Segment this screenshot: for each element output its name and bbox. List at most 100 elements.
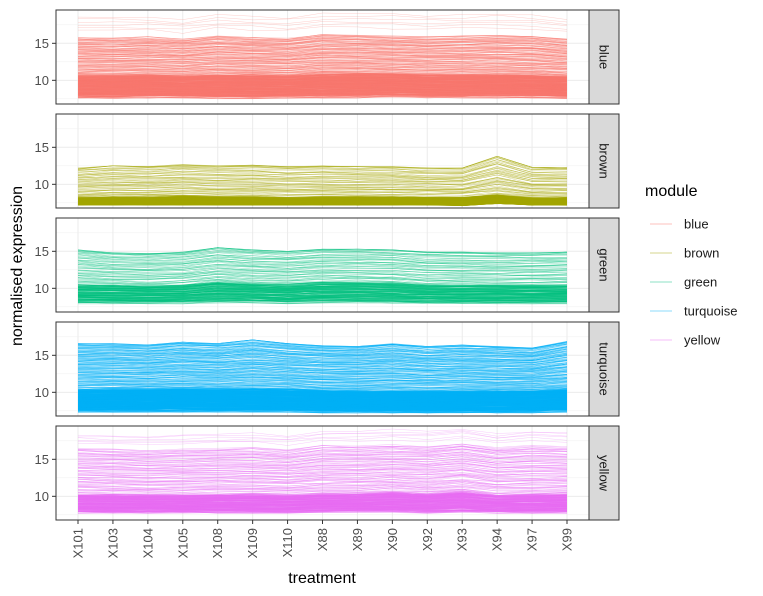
expression-trace <box>77 374 568 380</box>
expression-trace <box>77 376 568 381</box>
expression-trace <box>77 359 568 367</box>
expression-trace <box>77 410 568 414</box>
expression-trace <box>77 38 568 44</box>
expression-trace <box>77 360 568 366</box>
expression-trace <box>77 487 568 494</box>
expression-trace <box>77 184 568 192</box>
expression-trace <box>77 276 568 282</box>
expression-trace <box>78 357 568 365</box>
expression-trace <box>77 47 568 52</box>
expression-trace <box>77 55 568 60</box>
expression-trace <box>77 40 568 46</box>
expression-trace <box>77 339 568 349</box>
expression-trace <box>77 257 568 265</box>
expression-trace <box>77 453 568 462</box>
expression-trace <box>77 367 568 373</box>
expression-trace <box>77 166 568 177</box>
expression-trace <box>77 268 568 274</box>
y-tick-label: 15 <box>35 452 49 467</box>
expression-trace <box>77 384 568 389</box>
expression-trace <box>77 73 568 78</box>
expression-trace <box>77 473 568 479</box>
expression-trace <box>77 353 568 362</box>
expression-trace <box>77 268 568 276</box>
expression-trace <box>77 56 568 62</box>
expression-trace <box>77 199 568 206</box>
expression-trace <box>77 486 568 492</box>
expression-trace <box>77 349 568 358</box>
expression-trace <box>77 276 568 283</box>
expression-trace <box>77 376 568 383</box>
expression-trace <box>77 70 568 76</box>
expression-trace <box>77 378 568 384</box>
expression-trace <box>77 247 568 255</box>
expression-trace <box>77 173 568 183</box>
expression-trace <box>77 258 568 265</box>
expression-trace <box>78 54 568 60</box>
expression-trace <box>77 449 568 456</box>
expression-trace <box>77 356 568 364</box>
expression-trace <box>77 487 568 494</box>
expression-trace <box>77 366 568 371</box>
x-tick-label: X88 <box>315 528 330 551</box>
expression-trace <box>77 468 568 475</box>
expression-trace <box>77 270 568 276</box>
expression-trace <box>77 464 568 472</box>
expression-trace <box>77 39 568 45</box>
expression-trace <box>77 21 568 27</box>
expression-trace <box>77 345 568 355</box>
expression-trace <box>77 247 568 255</box>
expression-trace <box>77 68 568 73</box>
expression-trace <box>77 363 568 370</box>
expression-trace <box>77 467 568 474</box>
expression-trace <box>77 247 568 254</box>
expression-trace <box>77 490 568 496</box>
expression-trace <box>77 430 568 439</box>
expression-trace <box>77 346 568 355</box>
expression-trace <box>77 163 568 176</box>
expression-trace <box>77 265 568 271</box>
expression-trace <box>77 367 568 375</box>
expression-trace <box>77 348 568 355</box>
expression-trace <box>77 47 568 53</box>
expression-trace <box>77 385 568 392</box>
expression-trace <box>77 64 568 69</box>
expression-trace <box>77 374 568 380</box>
expression-trace <box>77 187 568 194</box>
x-tick-label: X94 <box>490 528 505 551</box>
x-tick-label: X105 <box>175 528 190 558</box>
expression-trace <box>77 250 568 257</box>
expression-trace <box>77 376 568 383</box>
expression-trace <box>77 340 568 349</box>
expression-trace <box>77 445 568 453</box>
expression-trace <box>77 61 568 68</box>
expression-trace <box>77 62 568 68</box>
expression-trace <box>77 339 568 349</box>
expression-trace <box>77 166 568 178</box>
expression-trace <box>77 168 568 179</box>
expression-trace <box>77 479 568 486</box>
expression-trace <box>77 179 568 188</box>
expression-trace <box>77 382 568 388</box>
expression-trace <box>77 180 568 189</box>
expression-trace <box>77 50 568 56</box>
expression-trace <box>77 344 568 354</box>
facet-strip-label: turquoise <box>597 342 612 395</box>
expression-trace <box>77 339 568 349</box>
expression-trace <box>77 51 568 57</box>
expression-trace <box>77 489 568 495</box>
expression-trace <box>77 349 568 359</box>
expression-trace <box>77 159 568 172</box>
expression-trace <box>77 155 568 170</box>
expression-trace <box>77 386 568 391</box>
expression-trace <box>77 370 568 378</box>
expression-trace <box>77 381 568 386</box>
expression-trace <box>77 378 568 384</box>
expression-trace <box>77 57 568 63</box>
expression-trace <box>77 349 568 357</box>
expression-trace <box>77 60 568 65</box>
x-tick-label: X109 <box>245 528 260 558</box>
expression-trace <box>77 248 568 257</box>
expression-trace <box>77 251 567 258</box>
expression-trace <box>77 248 568 256</box>
